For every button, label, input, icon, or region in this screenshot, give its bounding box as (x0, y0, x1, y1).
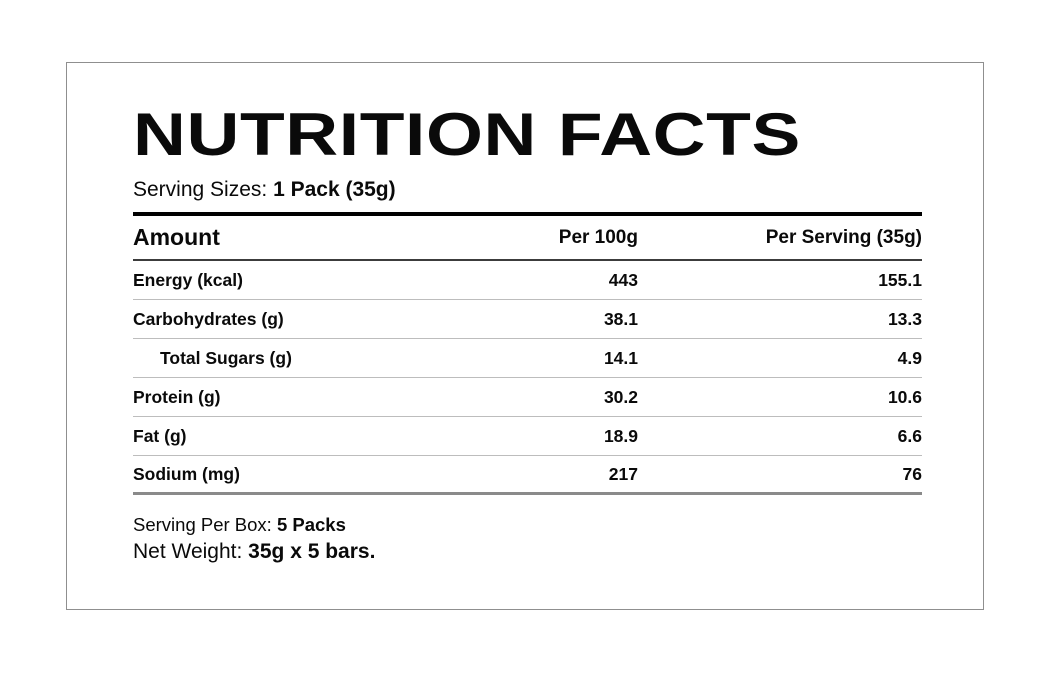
net-weight-line: Net Weight: 35g x 5 bars. (133, 538, 922, 565)
page-title: NUTRITION FACTS (133, 101, 801, 168)
row-per-serving: 6.6 (897, 425, 922, 446)
row-per-serving: 13.3 (887, 308, 922, 329)
row-per-100g: 18.9 (603, 425, 638, 446)
row-label: Fat (g) (133, 425, 187, 446)
table-row-energy: Energy (kcal) 443 155.1 (133, 261, 922, 301)
row-per-100g: 30.2 (603, 386, 638, 407)
serving-per-box-value: 5 Packs (276, 514, 346, 536)
row-per-serving: 4.9 (897, 347, 922, 368)
serving-sizes-label: Serving Sizes: (133, 178, 274, 201)
row-label: Carbohydrates (g) (133, 308, 284, 329)
header-amount: Amount (133, 224, 220, 251)
header-per-100g: Per 100g (558, 226, 638, 248)
net-weight-label: Net Weight: (133, 540, 249, 564)
nutrition-facts-card: NUTRITION FACTS Serving Sizes: 1 Pack (3… (66, 62, 984, 610)
row-per-serving: 76 (902, 463, 922, 484)
serving-sizes-value: 1 Pack (35g) (273, 178, 396, 201)
row-label: Sodium (mg) (133, 463, 240, 484)
table-row-total-sugars: Total Sugars (g) 14.1 4.9 (133, 339, 922, 379)
serving-per-box-line: Serving Per Box: 5 Packs (133, 513, 922, 538)
row-per-100g: 14.1 (603, 347, 638, 368)
row-label: Energy (kcal) (133, 269, 243, 290)
serving-sizes-line: Serving Sizes: 1 Pack (35g) (133, 177, 922, 202)
table-row-protein: Protein (g) 30.2 10.6 (133, 378, 922, 418)
row-per-100g: 443 (608, 269, 638, 290)
row-label: Protein (g) (133, 386, 221, 407)
net-weight-value: 35g x 5 bars. (248, 540, 376, 564)
table-row-fat: Fat (g) 18.9 6.6 (133, 417, 922, 457)
serving-per-box-label: Serving Per Box: (133, 514, 277, 536)
row-per-100g: 217 (608, 463, 638, 484)
nutrition-table: Amount Per 100g Per Serving (35g) Energy… (133, 212, 922, 496)
row-per-serving: 10.6 (887, 386, 922, 407)
header-per-serving: Per Serving (35g) (765, 226, 922, 248)
table-row-sodium: Sodium (mg) 217 76 (133, 456, 922, 496)
row-per-serving: 155.1 (878, 269, 922, 290)
table-header-row: Amount Per 100g Per Serving (35g) (133, 216, 922, 262)
table-row-carbohydrates: Carbohydrates (g) 38.1 13.3 (133, 300, 922, 340)
footer-notes: Serving Per Box: 5 Packs Net Weight: 35g… (133, 513, 922, 565)
row-per-100g: 38.1 (603, 308, 638, 329)
row-label: Total Sugars (g) (160, 347, 292, 368)
